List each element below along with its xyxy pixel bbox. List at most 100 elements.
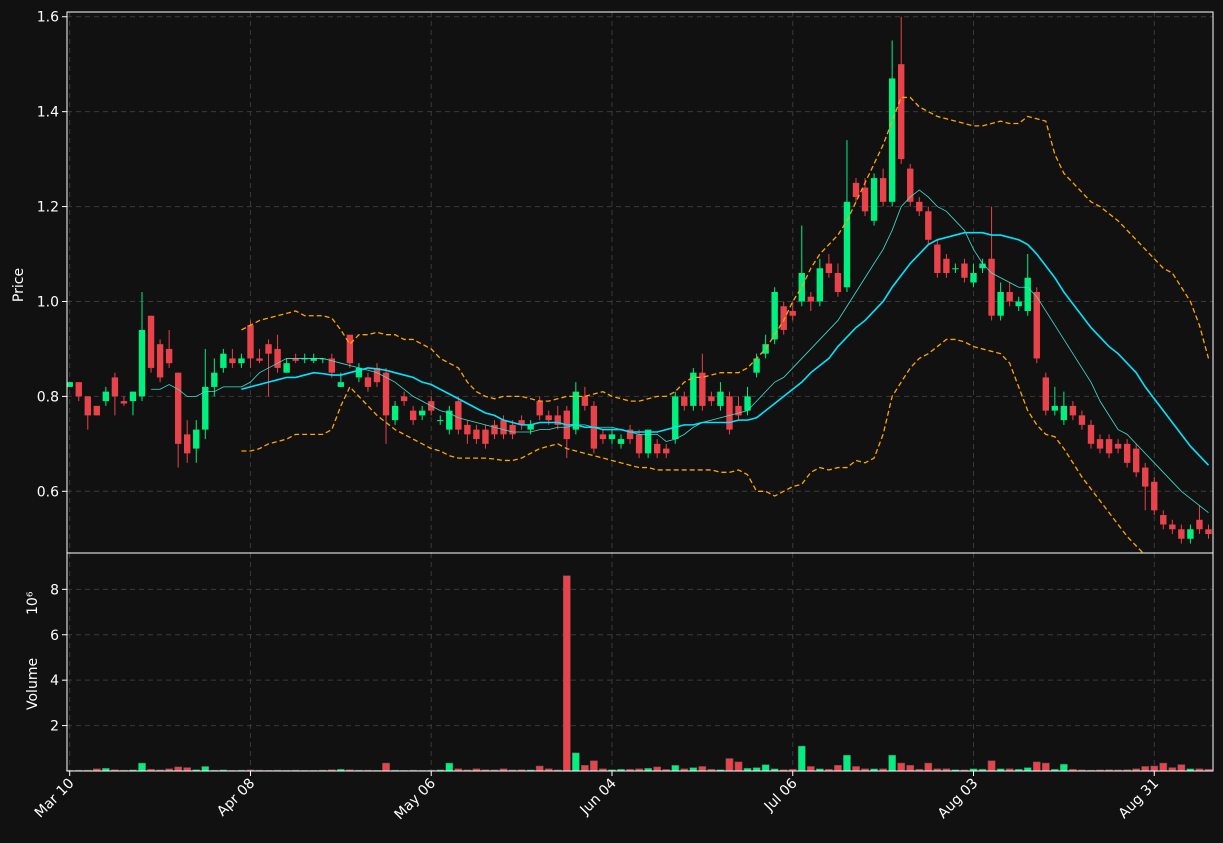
candle-body [1205, 529, 1212, 535]
candle-body [536, 401, 543, 416]
candle-body [762, 344, 769, 354]
candle-body [1087, 424, 1095, 444]
candle-body [84, 396, 91, 416]
candle-body [138, 329, 146, 397]
candle-body [744, 396, 751, 411]
candle-body [979, 263, 986, 269]
volume-bar [183, 767, 192, 772]
candle-body [970, 273, 977, 283]
candle-body [491, 424, 498, 435]
volume-bar [734, 761, 743, 772]
volume-bar [571, 752, 580, 772]
candle-body [437, 420, 444, 422]
candle-body [1160, 515, 1167, 525]
volume-bar [897, 762, 906, 772]
volume-bar [581, 765, 589, 772]
candle-body [554, 415, 561, 425]
candle-body [111, 377, 119, 397]
candle-body [120, 401, 128, 404]
candle-body [464, 424, 471, 435]
plot [67, 16, 1212, 553]
candle-body [916, 201, 923, 212]
candle-body [373, 367, 381, 383]
candle-body [446, 410, 453, 430]
y-axis-label: Price [11, 268, 27, 302]
candle-body [708, 396, 715, 402]
candle-body [798, 273, 805, 302]
volume-bar [138, 762, 146, 772]
candle-body [907, 168, 914, 202]
candle-body [635, 434, 643, 454]
candle-body [382, 372, 390, 416]
candle-body [473, 429, 480, 440]
indicator-line [241, 96, 1210, 402]
candle-body [888, 78, 896, 202]
candle-body [211, 372, 218, 387]
candle-body [319, 358, 326, 360]
candle-body [509, 424, 516, 435]
candle-body [672, 396, 679, 440]
candle-body [283, 363, 290, 373]
candle-body [572, 391, 580, 430]
volume-bar [382, 762, 390, 772]
volume-bar [689, 767, 698, 772]
volume-bar [806, 766, 815, 772]
candle-body [220, 353, 227, 368]
candle-body [193, 429, 200, 449]
candle-body [789, 310, 796, 316]
volume-bar [725, 758, 734, 772]
candle-body [952, 268, 959, 270]
candle-body [943, 258, 950, 274]
candle-body [364, 377, 372, 387]
candle-body [1060, 405, 1068, 421]
candle-body [1051, 405, 1059, 411]
candle-body [256, 358, 263, 361]
candle-body [355, 367, 363, 378]
candle-body [852, 182, 860, 198]
candle-body [1069, 405, 1077, 416]
volume-bar [987, 760, 996, 772]
y-tick-label: 1.6 [37, 10, 59, 26]
candle-body [699, 372, 706, 406]
candle-body [961, 263, 968, 278]
candle-body [1187, 529, 1194, 539]
volume-bar [653, 766, 662, 772]
candle-body [581, 396, 589, 406]
volume-bar [1041, 762, 1050, 772]
candle-body [726, 396, 733, 430]
candle-body [879, 178, 887, 202]
volume-bar [888, 754, 897, 772]
candle-body [67, 382, 73, 387]
volume-bar [201, 766, 210, 772]
candle-body [346, 334, 354, 364]
volume-bar [1032, 761, 1041, 772]
candle-body [238, 358, 245, 364]
candle-body [147, 315, 155, 368]
volume-bar [1177, 764, 1186, 772]
y-tick-label: 1.2 [37, 200, 59, 216]
candle-body [988, 258, 995, 316]
candle-body [518, 420, 525, 425]
candle-body [608, 434, 616, 440]
candle-body [843, 201, 851, 288]
candle-body [337, 382, 345, 387]
volume-bar [843, 754, 851, 772]
volume-frame [66, 552, 1214, 772]
candle-body [1096, 439, 1104, 449]
candle-body [129, 391, 137, 402]
candle-body [310, 358, 317, 361]
y-tick-label: 0.6 [37, 484, 59, 500]
candle-body [997, 291, 1004, 316]
y-tick-label: 1.4 [37, 105, 59, 121]
candle-body [274, 348, 281, 368]
candle-body [229, 358, 236, 364]
candle-body [599, 434, 607, 440]
candle-body [418, 410, 426, 416]
candle-body [1132, 448, 1140, 473]
candle-body [1042, 377, 1049, 411]
candle-body [301, 358, 308, 360]
candle-body [1114, 443, 1122, 449]
volume-bar [797, 745, 806, 772]
candle-body [897, 64, 905, 160]
candle-body [1178, 529, 1185, 539]
